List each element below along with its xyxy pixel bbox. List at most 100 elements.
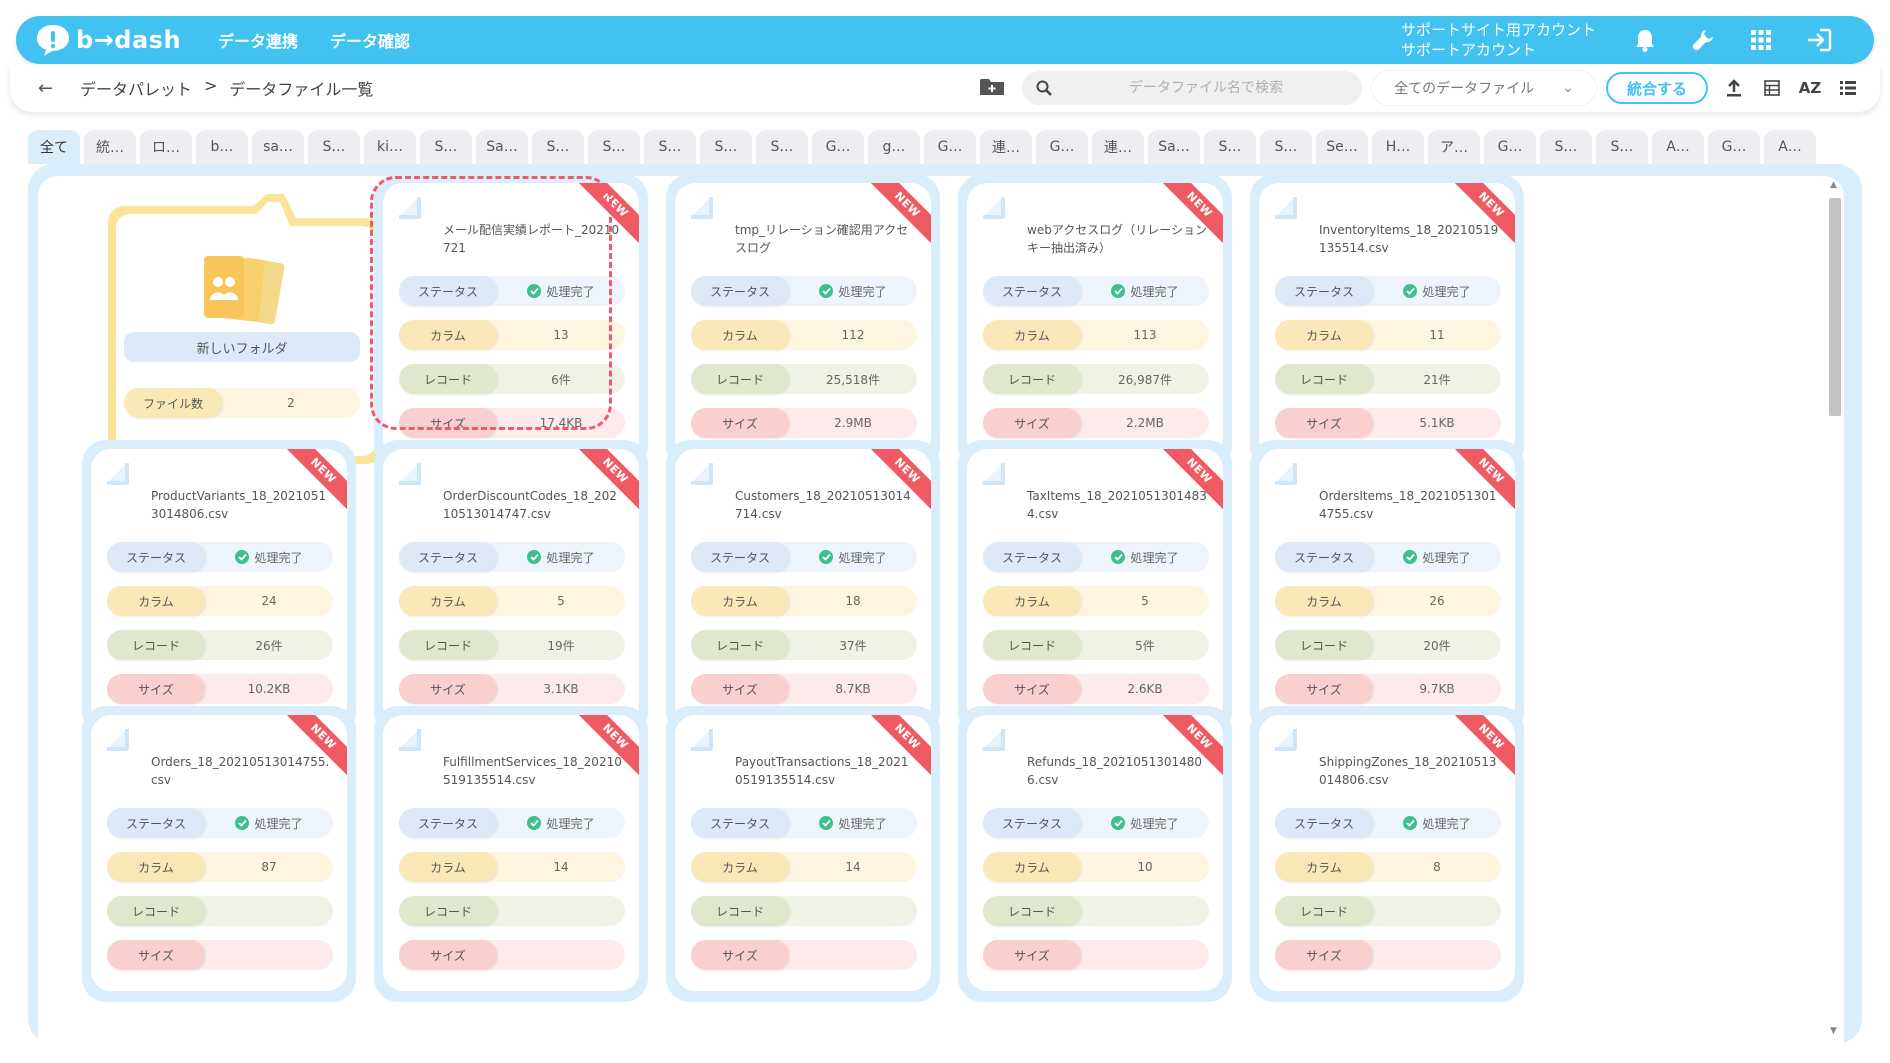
tab-category[interactable]: S… — [1596, 130, 1648, 164]
tab-category[interactable]: 統… — [84, 130, 136, 164]
folder-card[interactable]: 新しいフォルダ ファイル数 2 — [104, 188, 386, 468]
nav-data-link[interactable]: データ連携 — [218, 32, 299, 51]
file-card[interactable]: NEW ProductVariants_18_20210513014806.cs… — [82, 440, 356, 736]
file-card[interactable]: NEW OrdersItems_18_20210513014755.csv ステ… — [1250, 440, 1524, 736]
file-card[interactable]: NEW PayoutTransactions_18_20210519135514… — [666, 706, 940, 1002]
scroll-thumb[interactable] — [1829, 198, 1841, 416]
file-card[interactable]: NEW OrderDiscountCodes_18_20210513014747… — [374, 440, 648, 736]
tab-category[interactable]: Sa… — [1148, 130, 1200, 164]
records-row: レコード — [691, 896, 917, 926]
file-card[interactable]: NEW TaxItems_18_20210513014834.csv ステータス… — [958, 440, 1232, 736]
folder-name: 新しいフォルダ — [124, 332, 360, 362]
scroll-down-icon[interactable]: ▼ — [1830, 1026, 1837, 1036]
status-row: ステータス 処理完了 — [107, 808, 333, 838]
columns-label: カラム — [1275, 320, 1373, 350]
records-label: レコード — [1275, 630, 1373, 660]
breadcrumb: データパレット > データファイル一覧 — [80, 76, 373, 100]
tab-category[interactable]: Se… — [1316, 130, 1368, 164]
tab-category[interactable]: G… — [1484, 130, 1536, 164]
tab-category[interactable]: A… — [1652, 130, 1704, 164]
tab-category[interactable]: S… — [1204, 130, 1256, 164]
size-row: サイズ — [1275, 940, 1501, 970]
status-row: ステータス 処理完了 — [1275, 808, 1501, 838]
tab-category[interactable]: S… — [532, 130, 584, 164]
file-card[interactable]: NEW Refunds_18_20210513014806.csv ステータス … — [958, 706, 1232, 1002]
columns-value: 14 — [553, 860, 569, 874]
merge-button[interactable]: 統合する — [1606, 72, 1708, 104]
tab-category[interactable]: S… — [1260, 130, 1312, 164]
search-box[interactable] — [1022, 71, 1362, 105]
columns-label: カラム — [691, 852, 789, 882]
tab-category[interactable]: S… — [644, 130, 696, 164]
account-info[interactable]: サポートサイト用アカウント サポートアカウント — [1401, 20, 1596, 60]
records-row: レコード — [1275, 896, 1501, 926]
size-label: サイズ — [1275, 674, 1373, 704]
status-label: ステータス — [691, 276, 789, 306]
grid-icon[interactable] — [1748, 27, 1774, 53]
sort-az-icon[interactable]: AZ — [1798, 79, 1822, 97]
upload-icon[interactable] — [1722, 76, 1746, 100]
status-row: ステータス 処理完了 — [107, 542, 333, 572]
size-value: 9.7KB — [1419, 682, 1455, 696]
nav-data-check[interactable]: データ確認 — [330, 32, 411, 51]
file-card[interactable]: NEW InventoryItems_18_20210519135514.csv… — [1250, 176, 1524, 470]
file-card[interactable]: NEW ShippingZones_18_20210513014806.csv … — [1250, 706, 1524, 1002]
status-label: ステータス — [983, 808, 1081, 838]
search-input[interactable] — [1066, 80, 1346, 96]
table-view-icon[interactable] — [1760, 76, 1784, 100]
tab-category[interactable]: ロ… — [140, 130, 192, 164]
tab-category[interactable]: g… — [868, 130, 920, 164]
tab-category[interactable]: A… — [1764, 130, 1816, 164]
back-arrow-icon[interactable]: ← — [38, 77, 54, 99]
status-text: 処理完了 — [546, 816, 595, 831]
tab-category[interactable]: ア… — [1428, 130, 1480, 164]
add-folder-icon[interactable] — [980, 77, 1006, 99]
bell-icon[interactable] — [1632, 27, 1658, 53]
tab-category[interactable]: ki… — [364, 130, 416, 164]
file-card[interactable]: NEW メール配信実績レポート_20210721 ステータス 処理完了 カラム … — [374, 176, 648, 470]
tab-category[interactable]: G… — [1036, 130, 1088, 164]
wrench-icon[interactable] — [1690, 27, 1716, 53]
tab-category[interactable]: b… — [196, 130, 248, 164]
tab-category[interactable]: S… — [420, 130, 472, 164]
records-value: 21件 — [1423, 372, 1451, 387]
tab-category[interactable]: S… — [588, 130, 640, 164]
tab-category[interactable]: G… — [924, 130, 976, 164]
scroll-up-icon[interactable]: ▲ — [1830, 180, 1837, 190]
file-card[interactable]: NEW Customers_18_20210513014714.csv ステータ… — [666, 440, 940, 736]
size-row: サイズ 2.2MB — [983, 408, 1209, 438]
status-label: ステータス — [691, 808, 789, 838]
logout-icon[interactable] — [1806, 27, 1832, 53]
breadcrumb-root[interactable]: データパレット — [80, 80, 193, 99]
file-card[interactable]: NEW FulfillmentServices_18_2021051913551… — [374, 706, 648, 1002]
tab-category[interactable]: S… — [700, 130, 752, 164]
tab-category[interactable]: 連… — [1092, 130, 1144, 164]
tab-category[interactable]: 連… — [980, 130, 1032, 164]
file-card[interactable]: NEW webアクセスログ（リレーションキー抽出済み） ステータス 処理完了 カ… — [958, 176, 1232, 470]
tab-category[interactable]: G… — [1708, 130, 1760, 164]
tab-category[interactable]: S… — [1540, 130, 1592, 164]
tab-category[interactable]: H… — [1372, 130, 1424, 164]
columns-label: カラム — [983, 852, 1081, 882]
tab-category[interactable]: S… — [756, 130, 808, 164]
check-circle-icon — [819, 816, 834, 830]
logo[interactable]: b→dash — [34, 23, 184, 57]
status-label: ステータス — [107, 808, 205, 838]
size-row: サイズ — [399, 940, 625, 970]
tab-category[interactable]: Sa… — [476, 130, 528, 164]
vertical-scrollbar[interactable]: ▲ ▼ — [1826, 176, 1844, 1044]
tab-all[interactable]: 全て — [28, 130, 80, 164]
list-view-icon[interactable] — [1836, 76, 1860, 100]
records-row: レコード 26件 — [107, 630, 333, 660]
records-row: レコード 5件 — [983, 630, 1209, 660]
tab-category[interactable]: sa… — [252, 130, 304, 164]
top-header: b→dash データ連携 データ確認 サポートサイト用アカウント サポートアカウ… — [16, 16, 1874, 64]
file-filter-select[interactable]: 全てのデータファイル ⌄ — [1372, 71, 1596, 105]
file-card[interactable]: NEW tmp_リレーション確認用アクセスログ ステータス 処理完了 カラム 1… — [666, 176, 940, 470]
tab-category[interactable]: G… — [812, 130, 864, 164]
tab-category[interactable]: S… — [308, 130, 360, 164]
size-label: サイズ — [691, 674, 789, 704]
file-name: webアクセスログ（リレーションキー抽出済み） — [1027, 223, 1207, 255]
file-corner-icon — [399, 729, 421, 751]
file-card[interactable]: NEW Orders_18_20210513014755.csv ステータス 処… — [82, 706, 356, 1002]
